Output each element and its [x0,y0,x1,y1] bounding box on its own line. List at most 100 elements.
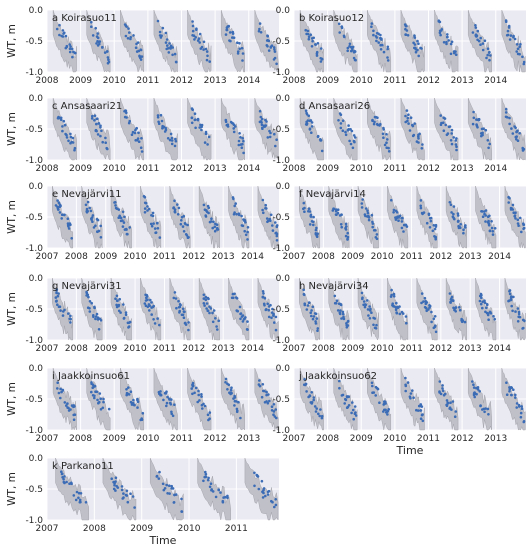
y-tick-label: 0.0 [276,94,291,104]
data-point [190,121,194,125]
data-point [439,123,443,126]
data-point [481,306,484,310]
data-point [479,302,483,306]
data-point [487,219,490,223]
data-point [205,302,209,305]
data-point [63,475,66,478]
data-point [182,230,186,233]
data-point [481,300,485,304]
data-point [374,394,378,397]
data-point [309,33,313,36]
data-point [169,47,172,50]
data-point [161,482,165,486]
data-point [240,146,244,149]
data-point [62,119,66,123]
data-point [347,124,350,127]
observed-points [304,19,526,66]
data-point [310,131,313,134]
data-point [316,327,320,330]
data-point [208,311,211,315]
data-point [232,296,235,300]
data-point [125,232,129,236]
data-point [59,116,63,120]
data-point [274,144,277,148]
data-point [228,39,231,42]
data-point [228,391,231,395]
data-point [195,27,198,31]
data-point [217,319,221,323]
data-point [448,125,452,128]
data-point [486,139,490,142]
data-point [333,294,337,298]
data-point [59,396,62,400]
data-point [354,58,357,62]
data-point [57,305,61,309]
data-point [154,231,157,235]
data-point [211,490,215,493]
data-point [184,222,187,226]
data-point [119,216,123,220]
data-point [394,216,397,219]
data-point [340,317,343,320]
data-point [450,128,454,132]
data-point [172,501,176,504]
data-point [311,317,315,321]
panel-g: 2007 2008 2009 2010 2011 2012 2013 2014 0.0 -0.5 -… [6,274,279,354]
data-point [488,50,491,54]
data-point [270,499,273,503]
data-point [204,470,207,474]
data-point [208,220,212,224]
data-point [107,60,111,64]
data-point [103,51,107,54]
data-point [338,112,342,115]
data-point [346,49,350,53]
data-point [480,127,484,131]
data-point [268,135,272,139]
data-point [122,492,125,495]
data-point [443,117,447,120]
data-point [224,377,228,381]
data-point [274,315,278,319]
data-point [309,311,313,315]
data-point [472,116,476,120]
data-point [413,36,417,39]
data-point [159,113,163,117]
data-point [244,316,247,319]
data-point [509,34,513,37]
y-axis-label: WT, m [6,200,18,234]
data-point [69,314,72,318]
data-point [258,109,262,113]
data-point [417,404,421,408]
data-point [443,392,447,396]
data-point [124,313,128,317]
data-point [61,389,65,392]
data-point [63,213,66,217]
data-point [450,408,453,411]
simulated-band-season [504,277,526,341]
data-point [483,301,487,305]
data-point [238,42,241,45]
data-point [488,58,491,62]
data-point [56,387,59,390]
data-point [125,494,129,497]
y-axis-label: WT, m [6,24,18,58]
data-point [66,222,70,225]
panel-title: i Jaakkoinsuo61 [52,371,130,382]
data-point [125,111,128,115]
data-point [372,33,375,37]
data-point [353,405,357,408]
data-point [508,292,512,296]
data-point [213,225,217,229]
x-tick-label: 2007 [36,524,59,534]
data-point [508,38,512,41]
data-point [221,499,225,503]
data-point [488,142,492,146]
data-point [516,218,520,222]
data-point [116,299,119,303]
data-point [176,213,180,216]
data-point [212,220,215,224]
data-point [200,128,203,132]
data-point [273,415,277,418]
data-point [370,311,373,315]
x-tick-label: 2010 [178,524,201,534]
